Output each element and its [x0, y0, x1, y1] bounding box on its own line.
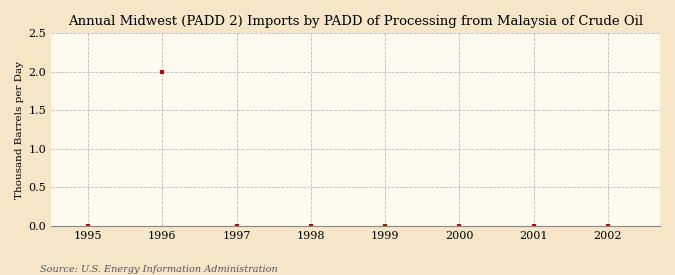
Text: Source: U.S. Energy Information Administration: Source: U.S. Energy Information Administ…	[40, 265, 278, 274]
Title: Annual Midwest (PADD 2) Imports by PADD of Processing from Malaysia of Crude Oil: Annual Midwest (PADD 2) Imports by PADD …	[68, 15, 643, 28]
Y-axis label: Thousand Barrels per Day: Thousand Barrels per Day	[15, 60, 24, 199]
